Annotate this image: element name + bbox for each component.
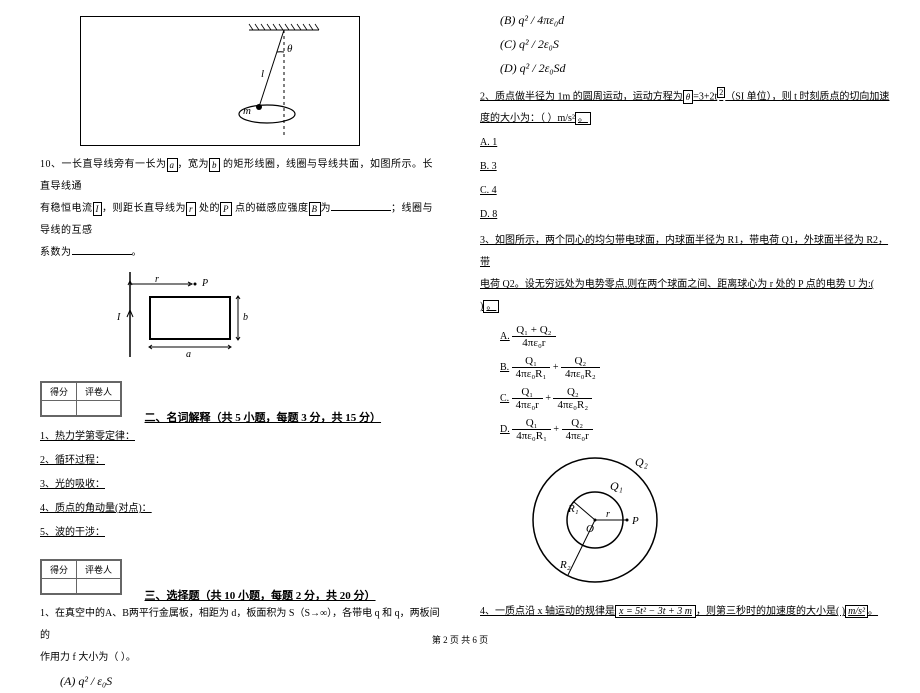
grader-label: 评卷人 (77, 383, 121, 401)
pendulum-figure-box: θ l m (80, 16, 360, 146)
var-b: b (209, 158, 220, 172)
grader-label: 评卷人 (77, 561, 121, 579)
q1-option-a: (A) q² / ε₀S (60, 669, 440, 693)
var-period: 。 (483, 300, 499, 313)
svg-text:O: O (586, 523, 594, 535)
svg-text:l: l (261, 68, 264, 80)
svg-text:m: m (243, 105, 251, 117)
term-1: 1、热力学第零定律： (40, 425, 440, 449)
page-footer: 第 2 页 共 6 页 (0, 633, 920, 646)
q2-option-a: A. 1 (480, 132, 890, 154)
q10-line3: 系数为。 (40, 242, 440, 264)
var-I: I (93, 202, 103, 216)
section3-header: 得分评卷人 三、选择题（共 10 小题，每题 2 分，共 20 分） (40, 551, 440, 603)
var-x-eq: x = 5t² − 3t + 3 m (615, 605, 696, 618)
choice-q3-line1: 3、如图所示，两个同心的均匀带电球面，内球面半径为 R1，带电荷 Q1，外球面半… (480, 230, 890, 274)
q3-option-c: C. Q₁4πε₀r + Q₂4πε₀R₂ (500, 386, 890, 411)
svg-text:θ: θ (287, 43, 293, 55)
svg-text:Q₁: Q₁ (610, 479, 623, 493)
blank-B (331, 199, 391, 211)
blank-M (72, 243, 132, 255)
term-5: 5、波的干涉： (40, 521, 440, 545)
choice-q2-line2: 度的大小为：（ ）m/s²。 (480, 108, 890, 130)
term-3: 3、光的吸收： (40, 473, 440, 497)
var-r: r (186, 202, 196, 216)
term-4: 4、质点的角动量(对点)： (40, 497, 440, 521)
q10-line1: 10、一长直导线旁有一长为a，宽为b 的矩形线圈，线圈与导线共面，如图所示。长直… (40, 154, 440, 198)
spheres-diagram: Q₂ Q₁ R₁ R₂ r O P (520, 450, 680, 590)
q1-option-c: (C) q² / 2ε₀S (500, 32, 890, 56)
term-2: 2、循环过程： (40, 449, 440, 473)
q2-option-c: C. 4 (480, 180, 890, 202)
var-P: P (220, 202, 232, 216)
score-table-2: 得分评卷人 (40, 381, 122, 417)
choice-q3-line2: 电荷 Q2。设无穷远处为电势零点,则在两个球面之间、距离球心为 r 处的 P 点… (480, 274, 890, 318)
q10-line2: 有稳恒电流I，则距长直导线为r 处的P 点的磁感应强度B为；线圈与导线的互感 (40, 198, 440, 242)
var-B: B (309, 202, 321, 216)
svg-text:a: a (186, 349, 191, 360)
svg-text:R₁: R₁ (567, 503, 579, 515)
page-container: θ l m 10、一长直导线旁有一长为a，宽为b 的矩形线圈，线圈与导线共面，如… (0, 0, 920, 625)
section2-title: 二、名词解释（共 5 小题，每题 3 分，共 15 分） (145, 412, 382, 424)
right-column: (B) q² / 4πε₀d (C) q² / 2ε₀S (D) q² / 2ε… (460, 0, 920, 625)
q1-option-b: (B) q² / 4πε₀d (500, 8, 890, 32)
section2-header: 得分评卷人 二、名词解释（共 5 小题，每题 3 分，共 15 分） (40, 373, 440, 425)
pendulum-diagram: θ l m (229, 22, 329, 142)
score-table-3: 得分评卷人 (40, 559, 122, 595)
choice-q1-line2: 作用力 f 大小为（ ）。 (40, 647, 440, 669)
svg-text:P: P (201, 278, 208, 289)
q2-option-b: B. 3 (480, 156, 890, 178)
choice-q2-line1: 2、质点做半径为 1m 的圆周运动，运动方程为θ=3+2t2（SI 单位），则 … (480, 84, 890, 108)
q3-option-d: D. Q₁4πε₀R₁ + Q₂4πε₀r (500, 417, 890, 442)
score-label: 得分 (42, 561, 77, 579)
svg-text:b: b (243, 312, 248, 323)
q3-option-a: A. Q₁ + Q₂4πε₀r (500, 324, 890, 349)
q1-option-d: (D) q² / 2ε₀Sd (500, 56, 890, 80)
var-period: 。 (575, 112, 591, 125)
var-a: a (167, 158, 178, 172)
svg-text:I: I (116, 312, 121, 323)
svg-text:R₂: R₂ (559, 559, 571, 571)
svg-text:r: r (606, 509, 610, 520)
q3-option-b: B. Q₁4πε₀R₁ + Q₂4πε₀R₂ (500, 355, 890, 380)
var-theta: θ (683, 90, 693, 104)
choice-q4: 4、一质点沿 x 轴运动的规律是x = 5t² − 3t + 3 m，则第三秒时… (480, 601, 890, 623)
coil-diagram: r P I b a (100, 272, 270, 362)
svg-text:r: r (155, 274, 159, 285)
left-column: θ l m 10、一长直导线旁有一长为a，宽为b 的矩形线圈，线圈与导线共面，如… (0, 0, 460, 625)
q2-option-d: D. 8 (480, 204, 890, 226)
svg-text:Q₂: Q₂ (635, 455, 648, 469)
var-unit: m/s² (845, 605, 868, 618)
svg-text:P: P (631, 515, 639, 527)
section3-title: 三、选择题（共 10 小题，每题 2 分，共 20 分） (145, 590, 376, 602)
score-label: 得分 (42, 383, 77, 401)
